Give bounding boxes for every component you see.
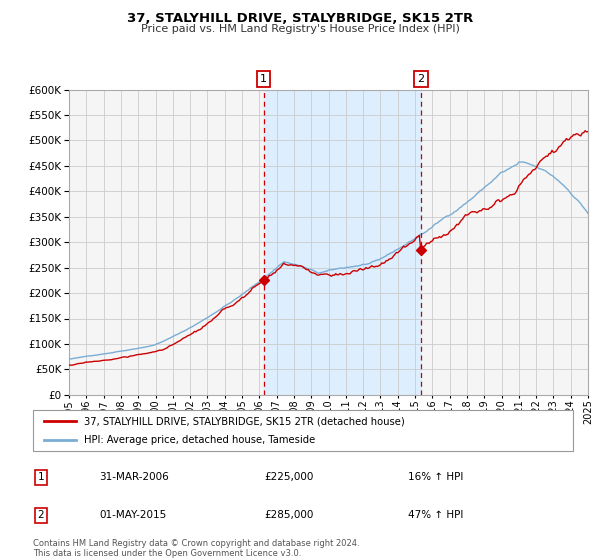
Text: £225,000: £225,000	[264, 472, 313, 482]
Text: HPI: Average price, detached house, Tameside: HPI: Average price, detached house, Tame…	[84, 435, 316, 445]
Text: This data is licensed under the Open Government Licence v3.0.: This data is licensed under the Open Gov…	[33, 549, 301, 558]
Text: 2: 2	[37, 510, 44, 520]
Text: 16% ↑ HPI: 16% ↑ HPI	[408, 472, 463, 482]
Text: Price paid vs. HM Land Registry's House Price Index (HPI): Price paid vs. HM Land Registry's House …	[140, 24, 460, 34]
Text: 47% ↑ HPI: 47% ↑ HPI	[408, 510, 463, 520]
Text: 37, STALYHILL DRIVE, STALYBRIDGE, SK15 2TR (detached house): 37, STALYHILL DRIVE, STALYBRIDGE, SK15 2…	[84, 417, 405, 426]
Text: 37, STALYHILL DRIVE, STALYBRIDGE, SK15 2TR: 37, STALYHILL DRIVE, STALYBRIDGE, SK15 2…	[127, 12, 473, 25]
FancyBboxPatch shape	[33, 410, 573, 451]
Text: 2: 2	[417, 74, 424, 84]
Text: 1: 1	[260, 74, 267, 84]
Text: 1: 1	[37, 472, 44, 482]
Bar	[263, 90, 421, 395]
Text: 31-MAR-2006: 31-MAR-2006	[99, 472, 169, 482]
Text: Contains HM Land Registry data © Crown copyright and database right 2024.: Contains HM Land Registry data © Crown c…	[33, 539, 359, 548]
Text: 01-MAY-2015: 01-MAY-2015	[99, 510, 166, 520]
Text: £285,000: £285,000	[264, 510, 313, 520]
